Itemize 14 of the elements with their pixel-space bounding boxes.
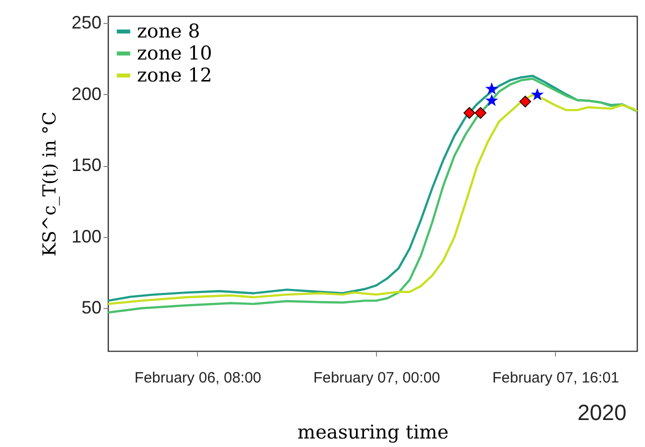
x-tick-label: February 07, 16:01 <box>492 370 620 386</box>
y-axis-title: KS^c_T(t) in °C <box>39 112 60 256</box>
text: 2020 <box>578 400 626 425</box>
y-tick-label: 200 <box>71 84 102 104</box>
x-tick-label: February 07, 00:00 <box>313 370 440 386</box>
y-tick-label: 250 <box>71 12 102 33</box>
legend-label: zone 12 <box>137 64 212 86</box>
legend-label: zone 8 <box>137 20 200 42</box>
y-tick-label: 50 <box>81 298 102 318</box>
y-tick-label: 150 <box>71 155 102 176</box>
legend-label: zone 10 <box>137 42 212 64</box>
x-tick-label: February 06, 08:00 <box>134 370 262 386</box>
y-tick-label: 100 <box>71 226 102 246</box>
x-axis-title: measuring time <box>297 422 449 444</box>
